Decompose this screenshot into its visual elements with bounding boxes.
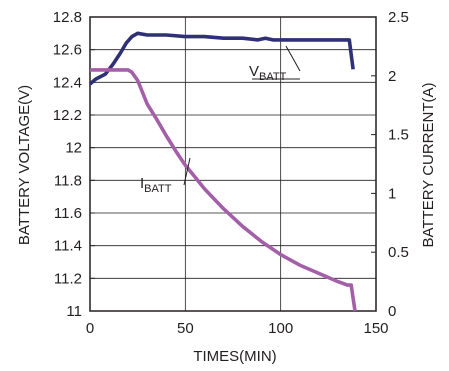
ibatt-label-main: I — [140, 175, 144, 192]
ibatt-series-line — [90, 68, 357, 312]
vbatt-annotation: VBATT — [249, 45, 301, 83]
right-axis-ticks: 0 0.5 1 1.5 2 2.5 — [371, 9, 409, 320]
left-tick-label: 11.8 — [54, 172, 82, 189]
left-tick-label: 12 — [65, 140, 82, 157]
ibatt-annotation: IBATT — [140, 157, 191, 195]
x-tick-label: 50 — [177, 320, 194, 337]
left-tick-label: 12.8 — [53, 9, 82, 26]
ibatt-label: IBATT — [140, 175, 172, 195]
left-tick-label: 12.2 — [53, 107, 82, 124]
x-axis-label: TIMES(MIN) — [193, 348, 276, 365]
right-tick-label: 2 — [388, 68, 396, 85]
ibatt-label-sub: BATT — [144, 183, 172, 195]
left-tick-label: 11.4 — [54, 238, 82, 255]
plot-frame — [89, 16, 377, 312]
vbatt-label-sub: BATT — [259, 71, 287, 83]
left-axis-label: BATTERY VOLTAGE(V) — [16, 85, 33, 245]
vbatt-label: VBATT — [249, 63, 287, 83]
series-layer — [88, 31, 357, 312]
x-tick-label: 100 — [268, 320, 293, 337]
left-tick-label: 11.6 — [54, 205, 82, 222]
grid — [90, 17, 376, 311]
x-tick-label: 0 — [86, 320, 94, 337]
left-axis-ticks: 11 11.2 11.4 11.6 11.8 12 12.2 12.4 12.6 12.8 — [53, 9, 95, 320]
ibatt-leader-line — [183, 157, 191, 186]
left-tick-label: 11 — [66, 303, 82, 320]
left-tick-label: 11.2 — [54, 270, 82, 287]
right-tick-label: 2.5 — [388, 9, 409, 26]
vbatt-label-main: V — [249, 63, 259, 80]
left-tick-label: 12.6 — [53, 42, 82, 59]
x-tick-label: 150 — [363, 320, 388, 337]
right-tick-label: 1 — [388, 185, 396, 202]
left-tick-label: 12.4 — [53, 74, 82, 91]
right-tick-label: 0.5 — [388, 244, 409, 261]
vbatt-leader-line — [285, 45, 301, 72]
vbatt-series-line — [88, 31, 355, 86]
right-tick-label: 1.5 — [388, 127, 409, 144]
right-axis-label: BATTERY CURRENT(A) — [420, 82, 437, 247]
right-tick-label: 0 — [388, 303, 396, 320]
x-axis-ticks: 0 50 100 150 — [86, 320, 389, 337]
